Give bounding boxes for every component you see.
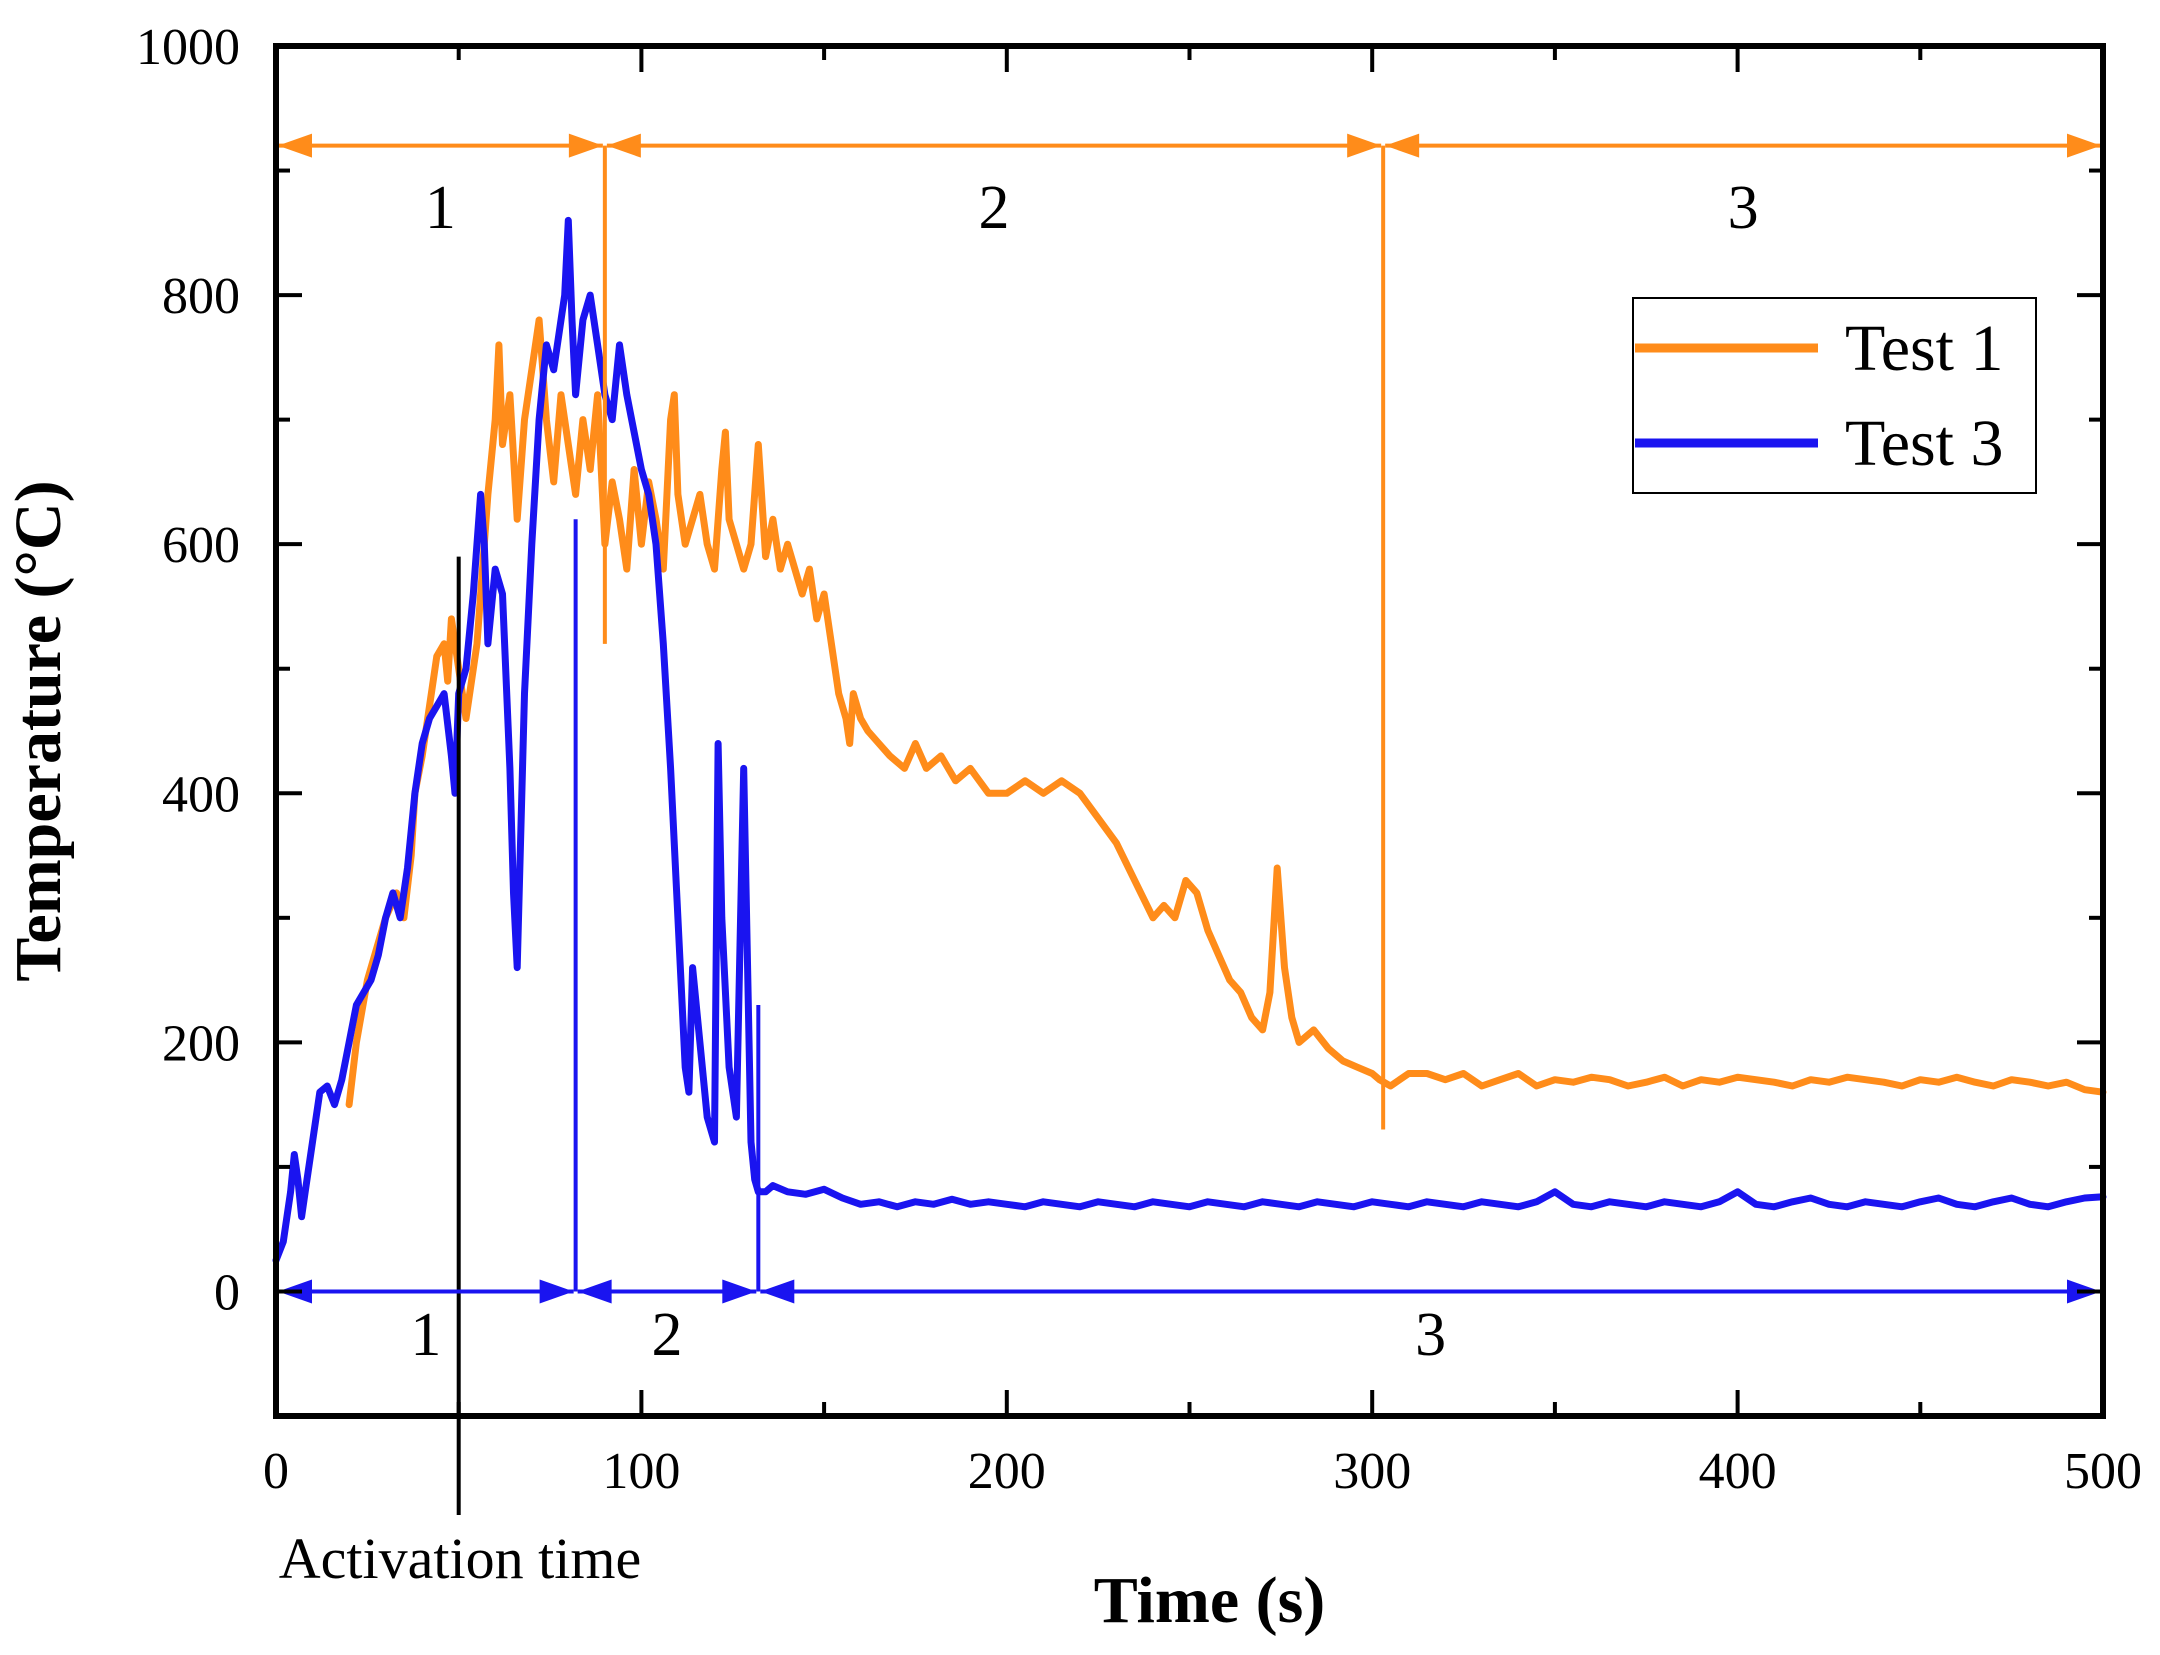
- x-tick-label: 400: [1699, 1443, 1777, 1500]
- test1-phase-arrowhead: [1347, 133, 1382, 158]
- y-tick-label: 400: [162, 766, 240, 823]
- activation-time-label: Activation time: [279, 1526, 641, 1591]
- x-tick-label: 0: [263, 1443, 289, 1500]
- test3-phase-arrowhead: [577, 1279, 612, 1304]
- test3-phase-label: 1: [410, 1301, 441, 1369]
- test1-phase-label: 2: [979, 174, 1010, 242]
- test1-phase-label: 1: [425, 174, 456, 242]
- y-tick-label: 800: [162, 268, 240, 325]
- y-tick-label: 1000: [136, 19, 240, 76]
- legend-label-test-1: Test 1: [1845, 312, 2004, 385]
- plot-frame: [273, 43, 2106, 1419]
- x-tick-label: 200: [968, 1443, 1046, 1500]
- test3-phase-arrowhead: [539, 1279, 574, 1304]
- test1-phase-arrowhead: [2067, 133, 2101, 158]
- test1-phase-arrowhead: [568, 133, 603, 158]
- test1-phase-label: 3: [1728, 174, 1759, 242]
- series-line-test-1: [345, 316, 2107, 1109]
- test3-phase-label: 2: [651, 1301, 682, 1369]
- legend-box: [1632, 297, 2037, 494]
- annotation-layer: Activation time 1 2 3 1 2 3: [278, 133, 2101, 1591]
- legend-label-test-3: Test 3: [1845, 407, 2004, 480]
- test1-phase-arrowhead: [278, 133, 312, 158]
- test3-phase-label: 3: [1415, 1301, 1446, 1369]
- test1-phase-arrowhead: [606, 133, 641, 158]
- y-tick-label: 600: [162, 517, 240, 574]
- test1-phase-arrowhead: [1385, 133, 1420, 158]
- y-axis-title: Temperature (°C): [2, 480, 75, 981]
- x-tick-label: 100: [602, 1443, 680, 1500]
- axes-layer: 0 100 200 300 400 500 0 200 400 600 800 1000: [136, 19, 2142, 1500]
- x-tick-label: 500: [2064, 1443, 2142, 1500]
- y-tick-label: 0: [214, 1264, 240, 1321]
- test3-phase-arrowhead: [722, 1279, 757, 1304]
- x-tick-label: 300: [1333, 1443, 1411, 1500]
- legend: Test 1 Test 3: [1632, 297, 2037, 494]
- y-tick-label: 200: [162, 1015, 240, 1072]
- test3-phase-arrowhead: [760, 1279, 795, 1304]
- x-axis-title: Time (s): [1094, 1564, 1326, 1637]
